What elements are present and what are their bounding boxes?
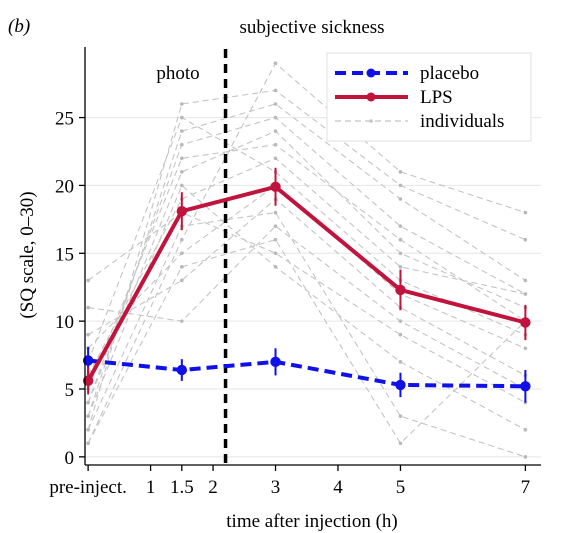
individual-point	[273, 129, 278, 133]
individual-point	[86, 305, 90, 310]
individual-point	[398, 197, 403, 201]
individual-point	[180, 237, 184, 242]
y-tick-label: 10	[55, 312, 74, 333]
individual-point	[86, 441, 90, 446]
individual-point	[398, 360, 403, 364]
individual-point	[273, 88, 278, 93]
individual-point	[273, 156, 278, 161]
legend-marker-individuals	[369, 119, 373, 123]
individual-point	[180, 102, 184, 106]
individual-point	[86, 278, 90, 283]
individual-point	[273, 142, 278, 147]
individual-point	[523, 237, 528, 242]
x-tick-label: 1	[146, 477, 156, 498]
legend-label-placebo: placebo	[420, 63, 479, 84]
individual-point	[86, 332, 90, 337]
legend-marker-lps	[366, 92, 376, 102]
individual-point	[398, 224, 403, 228]
individual-point	[523, 346, 528, 351]
y-tick-label: 0	[65, 448, 75, 469]
individual-point	[86, 427, 90, 432]
placebo-point	[176, 364, 188, 376]
x-tick-label: pre-inject.	[49, 477, 127, 498]
individual-point	[398, 441, 403, 446]
lps-point	[270, 181, 281, 192]
individual-point	[398, 170, 403, 174]
individual-point	[398, 237, 403, 242]
individual-line	[87, 116, 526, 363]
individual-point	[86, 400, 90, 405]
individual-line	[87, 211, 526, 458]
individual-point	[180, 183, 184, 188]
individual-line	[87, 239, 526, 445]
x-tick-label: 3	[271, 477, 281, 498]
x-tick-label: 1.5	[170, 477, 194, 498]
individual-point	[180, 115, 184, 120]
individual-point	[180, 265, 184, 269]
y-tick-label: 25	[55, 109, 74, 130]
individual-point	[398, 251, 403, 256]
individual-line	[87, 211, 526, 404]
individual-point	[398, 265, 403, 269]
individual-point	[180, 142, 184, 147]
individual-point	[523, 292, 528, 296]
individual-point	[523, 427, 528, 432]
chart-title: subjective sickness	[239, 17, 384, 38]
legend-label-lps: LPS	[420, 87, 453, 108]
individual-line	[87, 130, 526, 403]
individual-point	[273, 224, 278, 228]
y-tick-label: 20	[55, 176, 74, 197]
placebo-point	[395, 379, 406, 391]
individual-point	[273, 210, 278, 215]
lps-point	[176, 206, 188, 217]
individual-line	[88, 225, 526, 390]
individual-point	[398, 332, 403, 337]
individual-line	[87, 144, 526, 390]
individual-point	[180, 251, 184, 256]
placebo-point	[520, 381, 531, 392]
individual-point	[398, 414, 403, 418]
individual-point	[180, 156, 184, 161]
individual-point	[180, 129, 184, 133]
individual-point	[273, 102, 278, 106]
x-tick-label: 4	[333, 477, 343, 498]
individual-point	[273, 251, 278, 256]
individual-point	[523, 210, 528, 215]
x-tick-label: 7	[521, 477, 531, 498]
individual-point	[273, 237, 278, 242]
individual-line	[87, 198, 526, 376]
legend-marker-placebo	[366, 68, 376, 78]
x-tick-label: 5	[396, 477, 406, 498]
y-tick-label: 5	[65, 380, 75, 401]
photo-label: photo	[156, 63, 199, 84]
y-axis-label: (SQ scale, 0–30)	[17, 191, 38, 318]
individual-line	[87, 184, 526, 349]
individual-point	[398, 183, 403, 188]
individual-point	[180, 170, 184, 174]
lps-point	[395, 284, 406, 296]
x-axis-label: time after injection (h)	[226, 511, 397, 532]
individual-line	[87, 103, 526, 417]
panel-label: (b)	[8, 16, 30, 37]
individual-point	[398, 319, 403, 323]
individual-point	[180, 278, 184, 283]
individual-point	[523, 455, 528, 459]
placebo-point	[270, 356, 281, 368]
placebo-series-line	[87, 358, 526, 389]
individual-point	[273, 265, 278, 269]
individual-point	[180, 319, 184, 323]
individual-point	[523, 278, 528, 283]
x-tick-label: 2	[208, 477, 218, 498]
individual-point	[273, 61, 278, 66]
individual-point	[86, 414, 90, 418]
y-tick-label: 15	[55, 244, 74, 265]
legend-label-individuals: individuals	[420, 111, 504, 132]
lps-point	[520, 317, 531, 328]
individual-point	[273, 115, 278, 120]
